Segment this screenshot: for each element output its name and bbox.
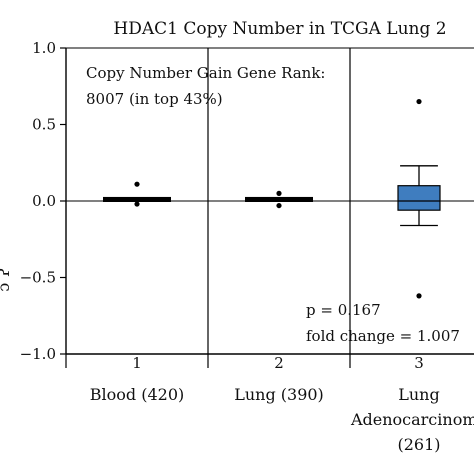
category-label: (261) [397,435,440,454]
fold-change: fold change = 1.007 [306,327,460,345]
outlier-point [276,202,282,209]
outlier-point [134,201,140,207]
outlier-point [416,98,422,105]
rank-value: 8007 (in top 43%) [86,90,223,108]
plot-area: 1.0 0.5 0.0 −0.5 −1.0 1 Blood (420) 2 Lung (390)… [20,39,474,454]
box [245,196,313,202]
outlier-point [276,190,282,196]
y-axis-label: ɔ Ɂ [0,268,13,291]
box [397,185,441,211]
category-label: Lung [398,385,439,404]
category-label: Lung (390) [234,385,324,404]
box [103,196,171,202]
chart-title: HDAC1 Copy Number in TCGA Lung 2 [113,19,446,39]
rank-label: Copy Number Gain Gene Rank: [86,64,325,82]
y-tick-label: 1.0 [32,39,56,57]
category-label: Blood (420) [90,385,185,404]
p-value: p = 0.167 [306,301,381,319]
category-index: 3 [414,354,424,372]
category-index: 2 [274,354,284,372]
category-label: Adenocarcinoma [350,410,474,429]
outlier-point [134,181,140,187]
outlier-point [416,293,422,299]
y-tick-label: 0.0 [32,192,56,210]
y-tick-label: 0.5 [32,116,56,134]
y-tick-label: −1.0 [20,345,56,363]
category-index: 1 [132,354,142,372]
y-tick-label: −0.5 [20,269,56,287]
